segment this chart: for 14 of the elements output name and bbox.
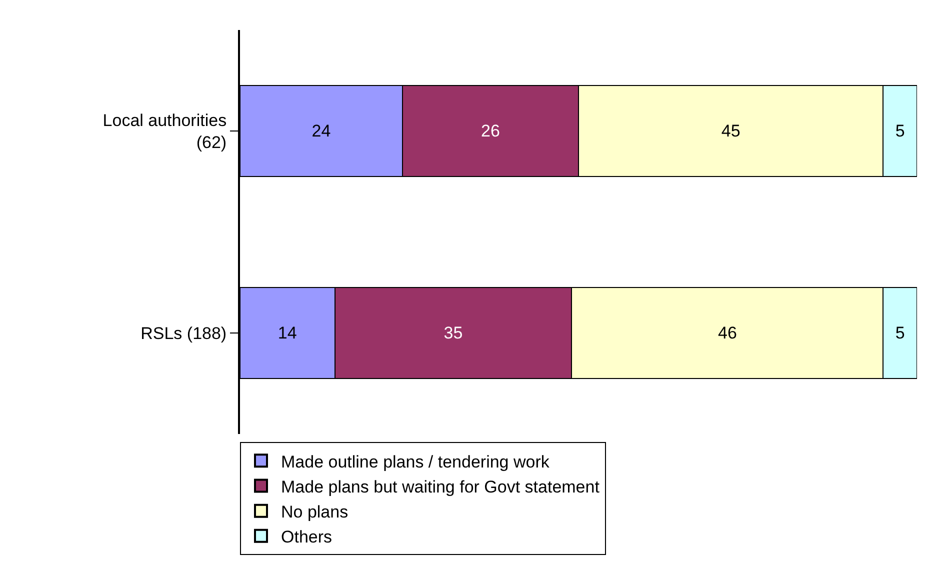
data-label: 24 [312,122,331,140]
data-label: 5 [895,324,905,342]
y-tick-label: Local authorities (62) [102,110,227,152]
data-label: 46 [718,324,737,342]
legend-label: No plans [281,502,348,522]
data-label: 35 [444,324,463,342]
y-tick-label: RSLs (188) [140,324,227,343]
data-label: 45 [721,122,740,140]
legend-label: Made plans but waiting for Govt statement [281,477,600,496]
legend-label: Others [281,528,332,547]
data-label: 5 [895,122,905,140]
data-label: 26 [481,122,500,140]
legend-label: Made outline plans / tendering work [281,452,550,472]
data-label: 14 [278,324,297,342]
